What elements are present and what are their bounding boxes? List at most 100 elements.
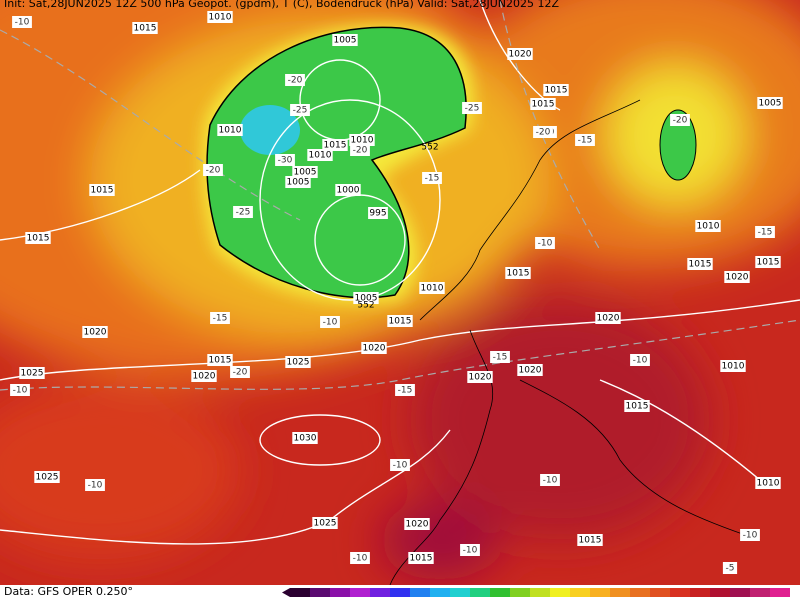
temperature-label-box [203,164,223,176]
isobar-label-box [624,400,650,412]
temperature-label-group: -20 [533,126,553,138]
temperature-label: -20 [206,166,221,176]
isobar-label: 1020 [509,50,532,60]
isobar-label: 1005 [759,99,782,109]
colorbar-swatch [370,588,390,597]
isobar-label: 1020 [469,373,492,383]
colorbar-swatch [570,588,590,597]
isobar-label-box [361,342,387,354]
temperature-label-box [490,351,510,363]
isobar-label: 1015 [27,234,50,244]
isobar-label-box [132,22,158,34]
temperature-label-box [275,154,295,166]
colorbar-swatch [350,588,370,597]
isobar-label-group: 1015 [687,258,713,270]
temperature-label-group: -15 [755,226,775,238]
isobar-label: 1015 [91,186,114,196]
isobar-label-group: 1020 [724,271,750,283]
colorbar-swatch [730,588,750,597]
isobar-label-box [507,48,533,60]
isobar-label: 1005 [334,36,357,46]
isobar-label-group: 1015 [755,256,781,268]
temperature-label: -10 [13,386,28,396]
temperature-label: -10 [538,239,553,249]
temperature-label: -10 [543,476,558,486]
cold-core [206,26,467,299]
temperature-label-box [533,126,553,138]
isobar-label-group: 1015 [25,232,51,244]
colorbar-swatch [430,588,450,597]
colorbar-swatch [450,588,470,597]
temperature-label-group: -5 [722,562,738,574]
isobar-label-box [207,11,233,23]
isobar-label-group: 1000 [335,184,361,196]
isobar-label-box [695,220,721,232]
isobar-label-group: 1005 [292,166,318,178]
isobar-label: 1025 [287,358,310,368]
isobar-label: 1015 [410,554,433,564]
isobar-label-group: 1005 [332,34,358,46]
colorbar-swatch [650,588,670,597]
isobar-label-box [595,312,621,324]
temperature-label: -5 [726,564,735,574]
temperature-label: -30 [278,156,293,166]
isobar-label-group: 1010 [349,134,375,146]
colorbar-swatch [590,588,610,597]
temperature-label-box [350,552,370,564]
isobar-label-group: 1020 [404,518,430,530]
isobar-label: 995 [369,209,386,219]
temperature-label-group: -25 [290,104,310,116]
temperature-label-group: -30 [275,154,295,166]
temperature-label-group: -20 [230,366,250,378]
isobar-label: 1005 [287,178,310,188]
temperature-label: -10 [463,546,478,556]
temperature-label-group: -10 [535,237,555,249]
isobar-label: 1015 [689,260,712,270]
isobar-label-box [34,471,60,483]
isobar-label: 1025 [314,519,337,529]
temperature-label-group: -25 [233,206,253,218]
temperature-label: -15 [758,228,773,238]
temperature-label-box [422,172,442,184]
isobar-label: 1015 [209,356,232,366]
isobar-label: 1005 [294,168,317,178]
isobar-label-group: 1020 [82,326,108,338]
isobar-label-box [82,326,108,338]
colorbar-swatch [530,588,550,597]
colorbar-swatch [670,588,690,597]
temperature-label-box [575,134,595,146]
isobar-label: 1010 [757,479,780,489]
temperature-label-group: -10 [740,529,760,541]
isobar-label: 1015 [389,317,412,327]
temperature-label-box [390,459,410,471]
isobar-label-group: 1010 [695,220,721,232]
colorbar-swatch [330,588,350,597]
temperature-label-box [460,544,480,556]
isobar-label-box [285,176,311,188]
isobar-label-box [349,134,375,146]
temperature-label-group: -20 [670,114,690,126]
isobar-label-box [755,477,781,489]
isobar-label: 1020 [363,344,386,354]
isobar-label-group: 1020 [507,48,533,60]
temperature-label-group: -20 [285,74,305,86]
isobar-label-group: 1005 [353,292,379,304]
isobar-label-box [720,360,746,372]
colorbar-swatch [630,588,650,597]
isobar-label-box [322,139,348,151]
isobar-label-group: 1015 [624,400,650,412]
isobar-label-box [467,371,493,383]
temperature-label: -25 [293,106,308,116]
isobar-label: 1020 [193,372,216,382]
isobar-label: 1020 [597,314,620,324]
isobar-label: 1010 [209,13,232,23]
temperature-label: -15 [578,136,593,146]
temperature-label-box [462,102,482,114]
temperature-label-box [320,316,340,328]
isotherms [0,0,800,391]
temperature-label: -20 [288,76,303,86]
temperature-label: -15 [213,314,228,324]
isobar-label-box [408,552,434,564]
temperature-label-group: -15 [490,351,510,363]
